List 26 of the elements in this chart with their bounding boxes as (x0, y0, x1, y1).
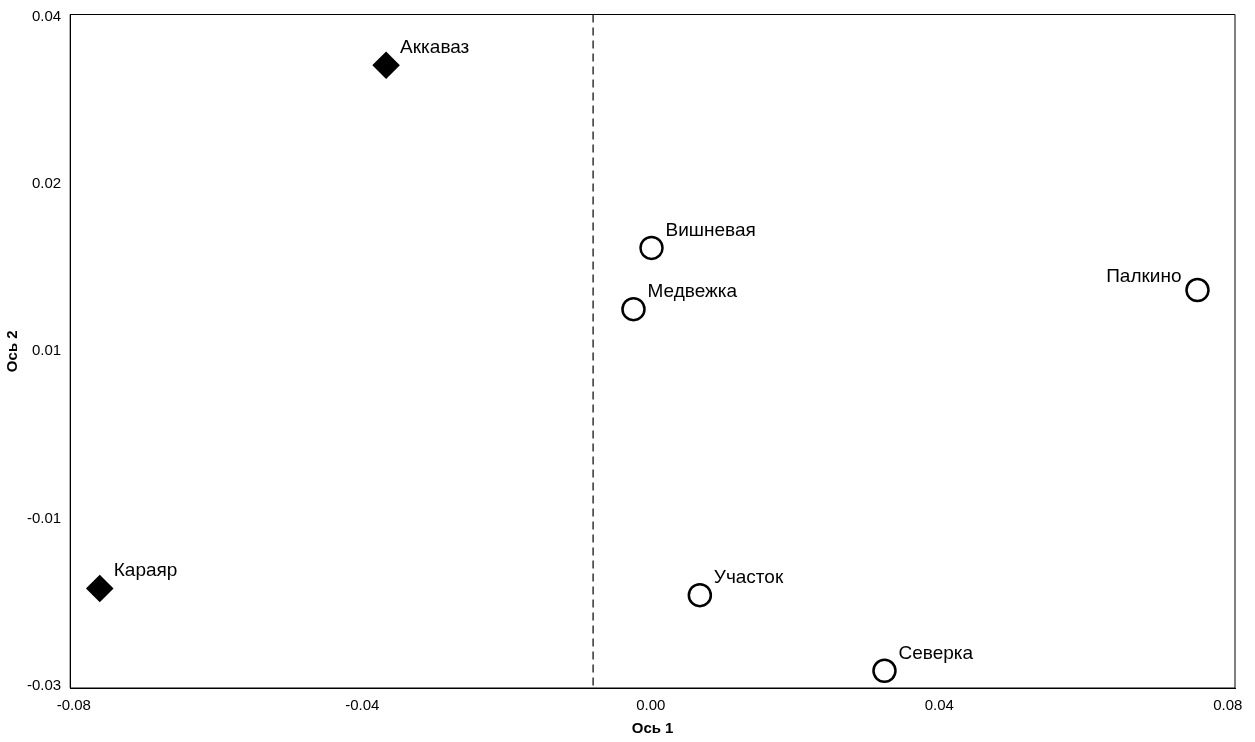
x-tick-label: -0.04 (345, 696, 380, 714)
annotation: Аккаваз (400, 35, 470, 57)
annotation: Вишневая (665, 218, 756, 240)
y-tick-label: 0.04 (31, 6, 62, 24)
annotation: Караяр (113, 559, 178, 581)
x-axis-title: Ось 1 (631, 719, 674, 737)
point (639, 235, 664, 261)
x-tick-label: 0.00 (636, 696, 666, 714)
point (621, 296, 646, 322)
x-tick-label: 0.04 (924, 696, 954, 714)
point (687, 582, 713, 608)
point (1185, 277, 1210, 303)
annotation: Участок (713, 565, 784, 587)
y-tick-label: -0.03 (26, 676, 62, 694)
y-axis-title: Ось 2 (3, 330, 21, 373)
point (372, 51, 400, 79)
annotation: Медвежка (647, 279, 738, 301)
x-tick-label: 0.08 (1213, 696, 1243, 714)
x-tick-label: -0.08 (56, 696, 91, 714)
point (86, 575, 114, 602)
point (872, 658, 897, 684)
y-tick-label: 0.01 (31, 341, 62, 359)
y-tick-label: 0.02 (31, 173, 62, 191)
annotation: Северка (898, 641, 974, 663)
annotation: Палкино (1106, 264, 1182, 286)
y-tick-label: -0.01 (26, 508, 62, 526)
